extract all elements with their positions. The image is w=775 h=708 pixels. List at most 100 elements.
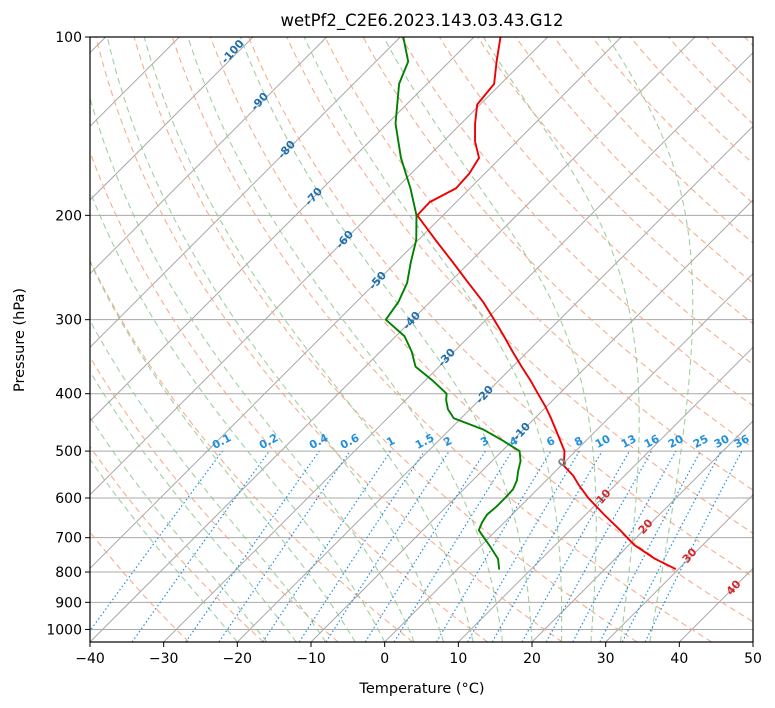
chart-title: wetPf2_C2E6.2023.143.03.43.G12 [280, 11, 563, 31]
x-tick-label: −10 [296, 651, 326, 667]
sounding-series [384, 37, 677, 570]
moist-adiabat [90, 319, 327, 642]
mixing-ratio-label: 20 [666, 432, 686, 451]
mixing-ratio-line [262, 450, 392, 642]
y-tick-label: 900 [55, 595, 82, 611]
moist-adiabat [482, 37, 640, 642]
mixing-ratio-label: 0.4 [307, 431, 331, 452]
plot-frame [89, 36, 754, 643]
dry-adiabat-label: -100 [219, 37, 247, 66]
y-axis-title: Pressure (hPa) [12, 288, 28, 392]
x-axis-ticks: −40 −30 −20 −10 0 10 20 30 40 50 [75, 642, 762, 667]
y-tick-label: 200 [55, 208, 82, 224]
mixing-ratio-line [218, 450, 351, 642]
isotherm-line [605, 493, 753, 642]
y-tick-label: 100 [55, 30, 82, 46]
mixing-ratio-line [131, 450, 270, 642]
mixing-ratio-label: 2 [441, 434, 454, 449]
mixing-ratio-line [466, 450, 580, 642]
dry-adiabat-label: -90 [248, 90, 271, 114]
dry-adiabat [362, 37, 753, 449]
x-tick-label: 20 [523, 651, 541, 667]
dry-adiabat [324, 37, 753, 491]
x-tick-label: 10 [449, 651, 467, 667]
mixing-ratio-line [572, 450, 677, 642]
isotherm-line [90, 37, 401, 349]
dry-adiabat [629, 37, 753, 165]
dry-adiabat [90, 259, 414, 642]
dry-adiabat [515, 37, 753, 284]
dry-adiabat-label: -80 [275, 138, 298, 162]
dry-adiabat [95, 37, 563, 642]
dry-adiabats [90, 37, 753, 642]
mixing-ratio-label: 36 [732, 432, 752, 451]
mixing-ratio-line [599, 450, 702, 642]
dry-adiabat-label: 30 [680, 545, 700, 565]
moist-adiabat [239, 37, 533, 642]
temperature-line [416, 37, 677, 570]
moist-adiabat [90, 416, 268, 642]
y-tick-label: 400 [55, 387, 82, 403]
mixing-ratio-label: 13 [619, 432, 639, 451]
isotherm-line [90, 37, 622, 570]
x-tick-label: −30 [149, 651, 179, 667]
mixing-ratio-line [325, 450, 450, 642]
mixing-ratio-label: 1.5 [413, 431, 436, 452]
mixing-ratio-line [185, 450, 320, 642]
moist-adiabat [143, 37, 474, 642]
dry-adiabat [90, 356, 339, 642]
mixing-ratio-label: 16 [642, 432, 662, 451]
dry-adiabat [133, 37, 638, 642]
moist-adiabat [383, 37, 597, 642]
plot-area: -100-90-80-70-60-50-40-30-20-10010203040… [90, 37, 753, 642]
moist-adiabat [187, 37, 504, 642]
pressure-gridlines [90, 37, 753, 630]
dry-adiabat-label: 20 [636, 516, 656, 536]
dry-adiabat [90, 531, 190, 642]
moist-adiabat [90, 95, 415, 642]
isotherm-line [236, 125, 753, 642]
mixing-ratio-label: 6 [544, 434, 557, 449]
mixing-ratio-line [644, 450, 743, 642]
moist-adiabat [90, 189, 386, 642]
moist-adiabat [90, 370, 297, 642]
mixing-ratio-label: 0.1 [210, 431, 233, 452]
moist-adiabat [106, 37, 445, 642]
mixing-ratio-label: 0.2 [257, 431, 280, 452]
mixing-ratio-label: 8 [572, 434, 585, 449]
adiabat-labels: -100-90-80-70-60-50-40-30-20-10010203040… [210, 37, 752, 598]
dry-adiabat [553, 37, 753, 244]
dry-adiabat-label: -30 [435, 346, 458, 370]
mixing-ratio-label: 25 [691, 432, 711, 451]
moist-adiabat [90, 260, 356, 642]
dry-adiabat [400, 37, 753, 407]
x-tick-label: 40 [670, 651, 688, 667]
mixing-ratio-line [364, 450, 486, 642]
dry-adiabat [744, 37, 753, 47]
isotherm-line [752, 641, 753, 642]
x-tick-label: 50 [744, 651, 762, 667]
x-tick-label: 0 [380, 651, 389, 667]
x-tick-label: 30 [597, 651, 615, 667]
y-tick-label: 600 [55, 491, 82, 507]
mixing-ratio-lines [90, 450, 743, 642]
dry-adiabat [248, 37, 753, 578]
mixing-ratio-label: 0.6 [338, 431, 362, 452]
y-tick-label: 500 [55, 444, 82, 460]
mixing-ratio-label: 10 [593, 432, 613, 451]
x-tick-label: −20 [223, 651, 253, 667]
dry-adiabat [438, 37, 753, 366]
y-tick-label: 800 [55, 565, 82, 581]
dry-adiabat [90, 150, 488, 642]
moist-adiabats [90, 37, 694, 642]
isotherm-line [531, 420, 753, 642]
mixing-ratio-label: 30 [712, 432, 732, 451]
y-tick-label: 700 [55, 531, 82, 547]
mixing-ratio-line [521, 450, 631, 642]
dry-adiabat [591, 37, 753, 204]
y-tick-label: 1000 [46, 622, 82, 638]
mixing-ratio-line [393, 450, 513, 642]
dewpoint-line [384, 37, 522, 570]
x-tick-label: −40 [75, 651, 105, 667]
